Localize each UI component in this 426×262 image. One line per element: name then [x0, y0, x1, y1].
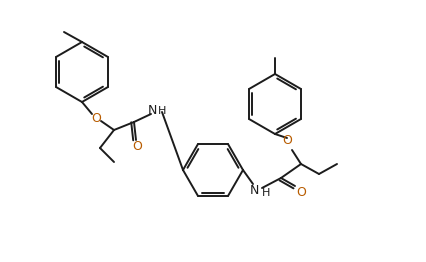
Text: N: N — [249, 183, 259, 196]
Text: O: O — [91, 112, 101, 124]
Text: N: N — [147, 105, 157, 117]
Text: O: O — [296, 187, 306, 199]
Text: O: O — [282, 134, 292, 148]
Text: O: O — [132, 140, 142, 154]
Text: H: H — [158, 106, 167, 116]
Text: H: H — [262, 188, 271, 198]
